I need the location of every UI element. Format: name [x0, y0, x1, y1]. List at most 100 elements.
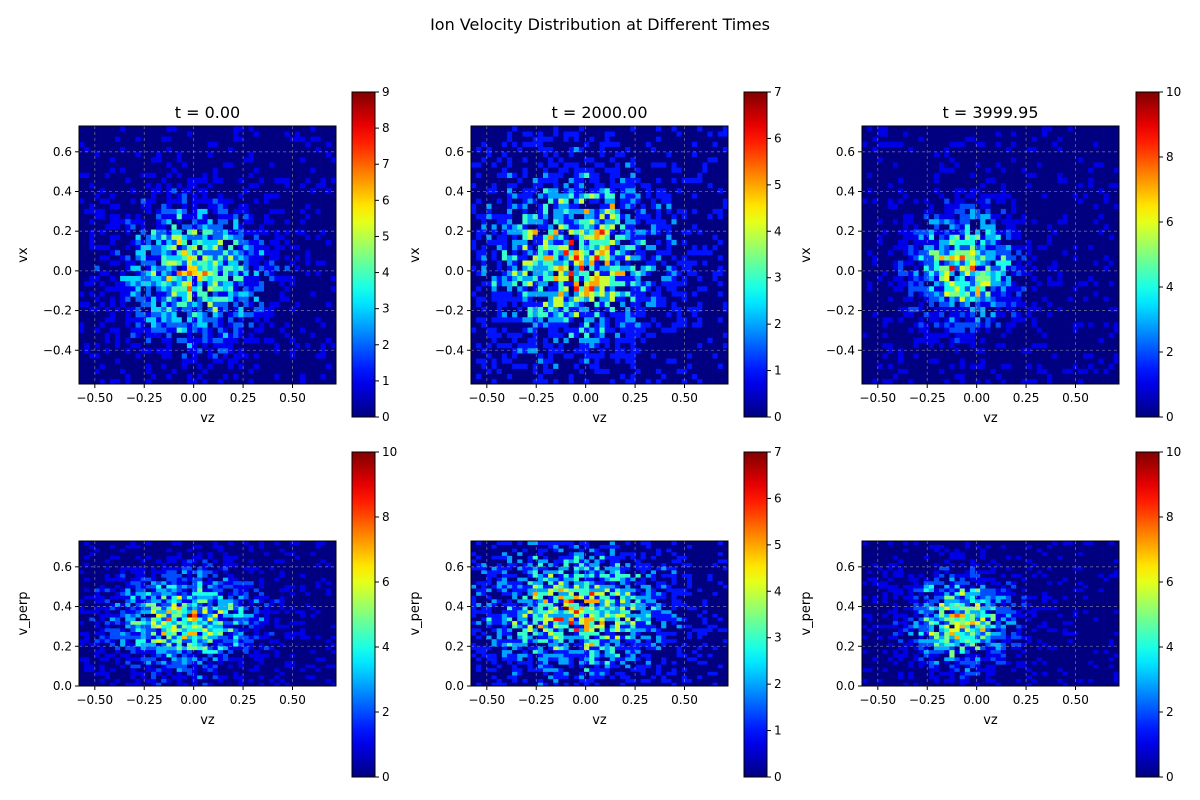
heatmap-cell	[553, 224, 559, 230]
heatmap-cell	[630, 311, 636, 318]
heatmap-cell	[253, 265, 260, 271]
heatmap-cell	[537, 203, 544, 209]
heatmap-cell	[558, 156, 564, 163]
heatmap-cell	[604, 218, 611, 225]
heatmap-cell	[222, 218, 229, 225]
heatmap-cell	[253, 342, 260, 349]
heatmap-cell	[491, 167, 498, 173]
heatmap-cell	[697, 136, 703, 142]
heatmap-cell	[722, 182, 729, 189]
heatmap-cell	[645, 239, 652, 246]
heatmap-cell	[661, 218, 667, 225]
heatmap-cell	[269, 296, 275, 302]
heatmap-cell	[135, 337, 142, 344]
heatmap-cell	[135, 280, 142, 287]
heatmap-cell	[166, 177, 172, 184]
heatmap-cell	[320, 296, 327, 302]
heatmap-cell	[553, 332, 559, 338]
heatmap-cell	[604, 239, 611, 246]
heatmap-cell	[99, 203, 106, 209]
heatmap-cell	[573, 208, 580, 215]
heatmap-cell	[640, 244, 647, 251]
heatmap-cell	[197, 373, 203, 380]
heatmap-cell	[320, 353, 327, 359]
heatmap-cell	[289, 327, 296, 333]
heatmap-cell	[702, 198, 708, 204]
heatmap-cell	[625, 368, 631, 375]
heatmap-cell	[661, 156, 667, 163]
heatmap-cell	[248, 126, 255, 132]
heatmap-cell	[79, 167, 85, 173]
heatmap-cell	[589, 316, 595, 323]
heatmap-cell	[109, 291, 116, 297]
heatmap-cell	[325, 368, 332, 375]
heatmap-cell	[650, 146, 657, 153]
heatmap-cell	[640, 146, 647, 153]
heatmap-cell	[625, 255, 631, 261]
heatmap-cell	[686, 270, 693, 276]
heatmap-cell	[84, 203, 90, 209]
heatmap-cell	[294, 373, 301, 380]
heatmap-cell	[620, 213, 626, 220]
colorbar-tick-label: 7	[382, 157, 390, 171]
heatmap-cell	[166, 275, 172, 282]
heatmap-cell	[635, 358, 641, 364]
heatmap-cell	[491, 239, 498, 246]
heatmap-cell	[109, 322, 116, 328]
heatmap-cell	[496, 208, 503, 215]
heatmap-cell	[614, 146, 621, 153]
heatmap-cell	[310, 203, 316, 209]
heatmap-cell	[666, 332, 672, 338]
heatmap-cell	[181, 363, 188, 369]
heatmap-cell	[197, 337, 203, 344]
heatmap-cell	[686, 327, 693, 333]
heatmap-cell	[707, 322, 713, 328]
heatmap-cell	[207, 378, 213, 385]
heatmap-cell	[676, 136, 683, 142]
heatmap-cell	[212, 316, 219, 323]
heatmap-cell	[697, 213, 703, 220]
heatmap-cell	[222, 151, 229, 158]
heatmap-cell	[320, 234, 327, 240]
heatmap-cell	[228, 296, 234, 302]
heatmap-cell	[635, 291, 641, 297]
heatmap-cell	[176, 332, 183, 338]
heatmap-cell	[548, 270, 554, 276]
heatmap-cell	[671, 198, 677, 204]
heatmap-cell	[120, 296, 126, 302]
heatmap-cell	[599, 187, 605, 194]
heatmap-cell	[635, 255, 641, 261]
heatmap-cell	[722, 156, 729, 163]
heatmap-cell	[161, 244, 167, 251]
heatmap-cell	[145, 347, 152, 354]
heatmap-cell	[284, 285, 291, 292]
heatmap-cell	[650, 311, 657, 318]
heatmap-cell	[681, 378, 688, 385]
heatmap-cell	[79, 177, 85, 184]
heatmap-cell	[645, 234, 652, 240]
heatmap-cell	[161, 363, 167, 369]
heatmap-cell	[692, 301, 698, 307]
heatmap-cell	[707, 358, 713, 364]
heatmap-cell	[130, 218, 136, 225]
heatmap-cell	[197, 198, 203, 204]
heatmap-cell	[650, 151, 657, 158]
heatmap-cell	[609, 342, 616, 349]
heatmap-cell	[506, 260, 513, 266]
heatmap-cell	[496, 151, 503, 158]
heatmap-cell	[717, 285, 724, 292]
heatmap-cell	[568, 347, 575, 354]
heatmap-cell	[217, 141, 224, 147]
heatmap-cell	[506, 167, 513, 173]
heatmap-cell	[542, 265, 549, 271]
heatmap-cell	[481, 177, 487, 184]
heatmap-cell	[315, 342, 321, 349]
heatmap-cell	[491, 260, 498, 266]
heatmap-cell	[186, 239, 193, 246]
heatmap-cell	[635, 353, 641, 359]
heatmap-cell	[584, 342, 590, 349]
heatmap-cell	[532, 368, 539, 375]
heatmap-cell	[300, 255, 306, 261]
heatmap-cell	[197, 136, 203, 142]
heatmap-cell	[630, 172, 636, 178]
